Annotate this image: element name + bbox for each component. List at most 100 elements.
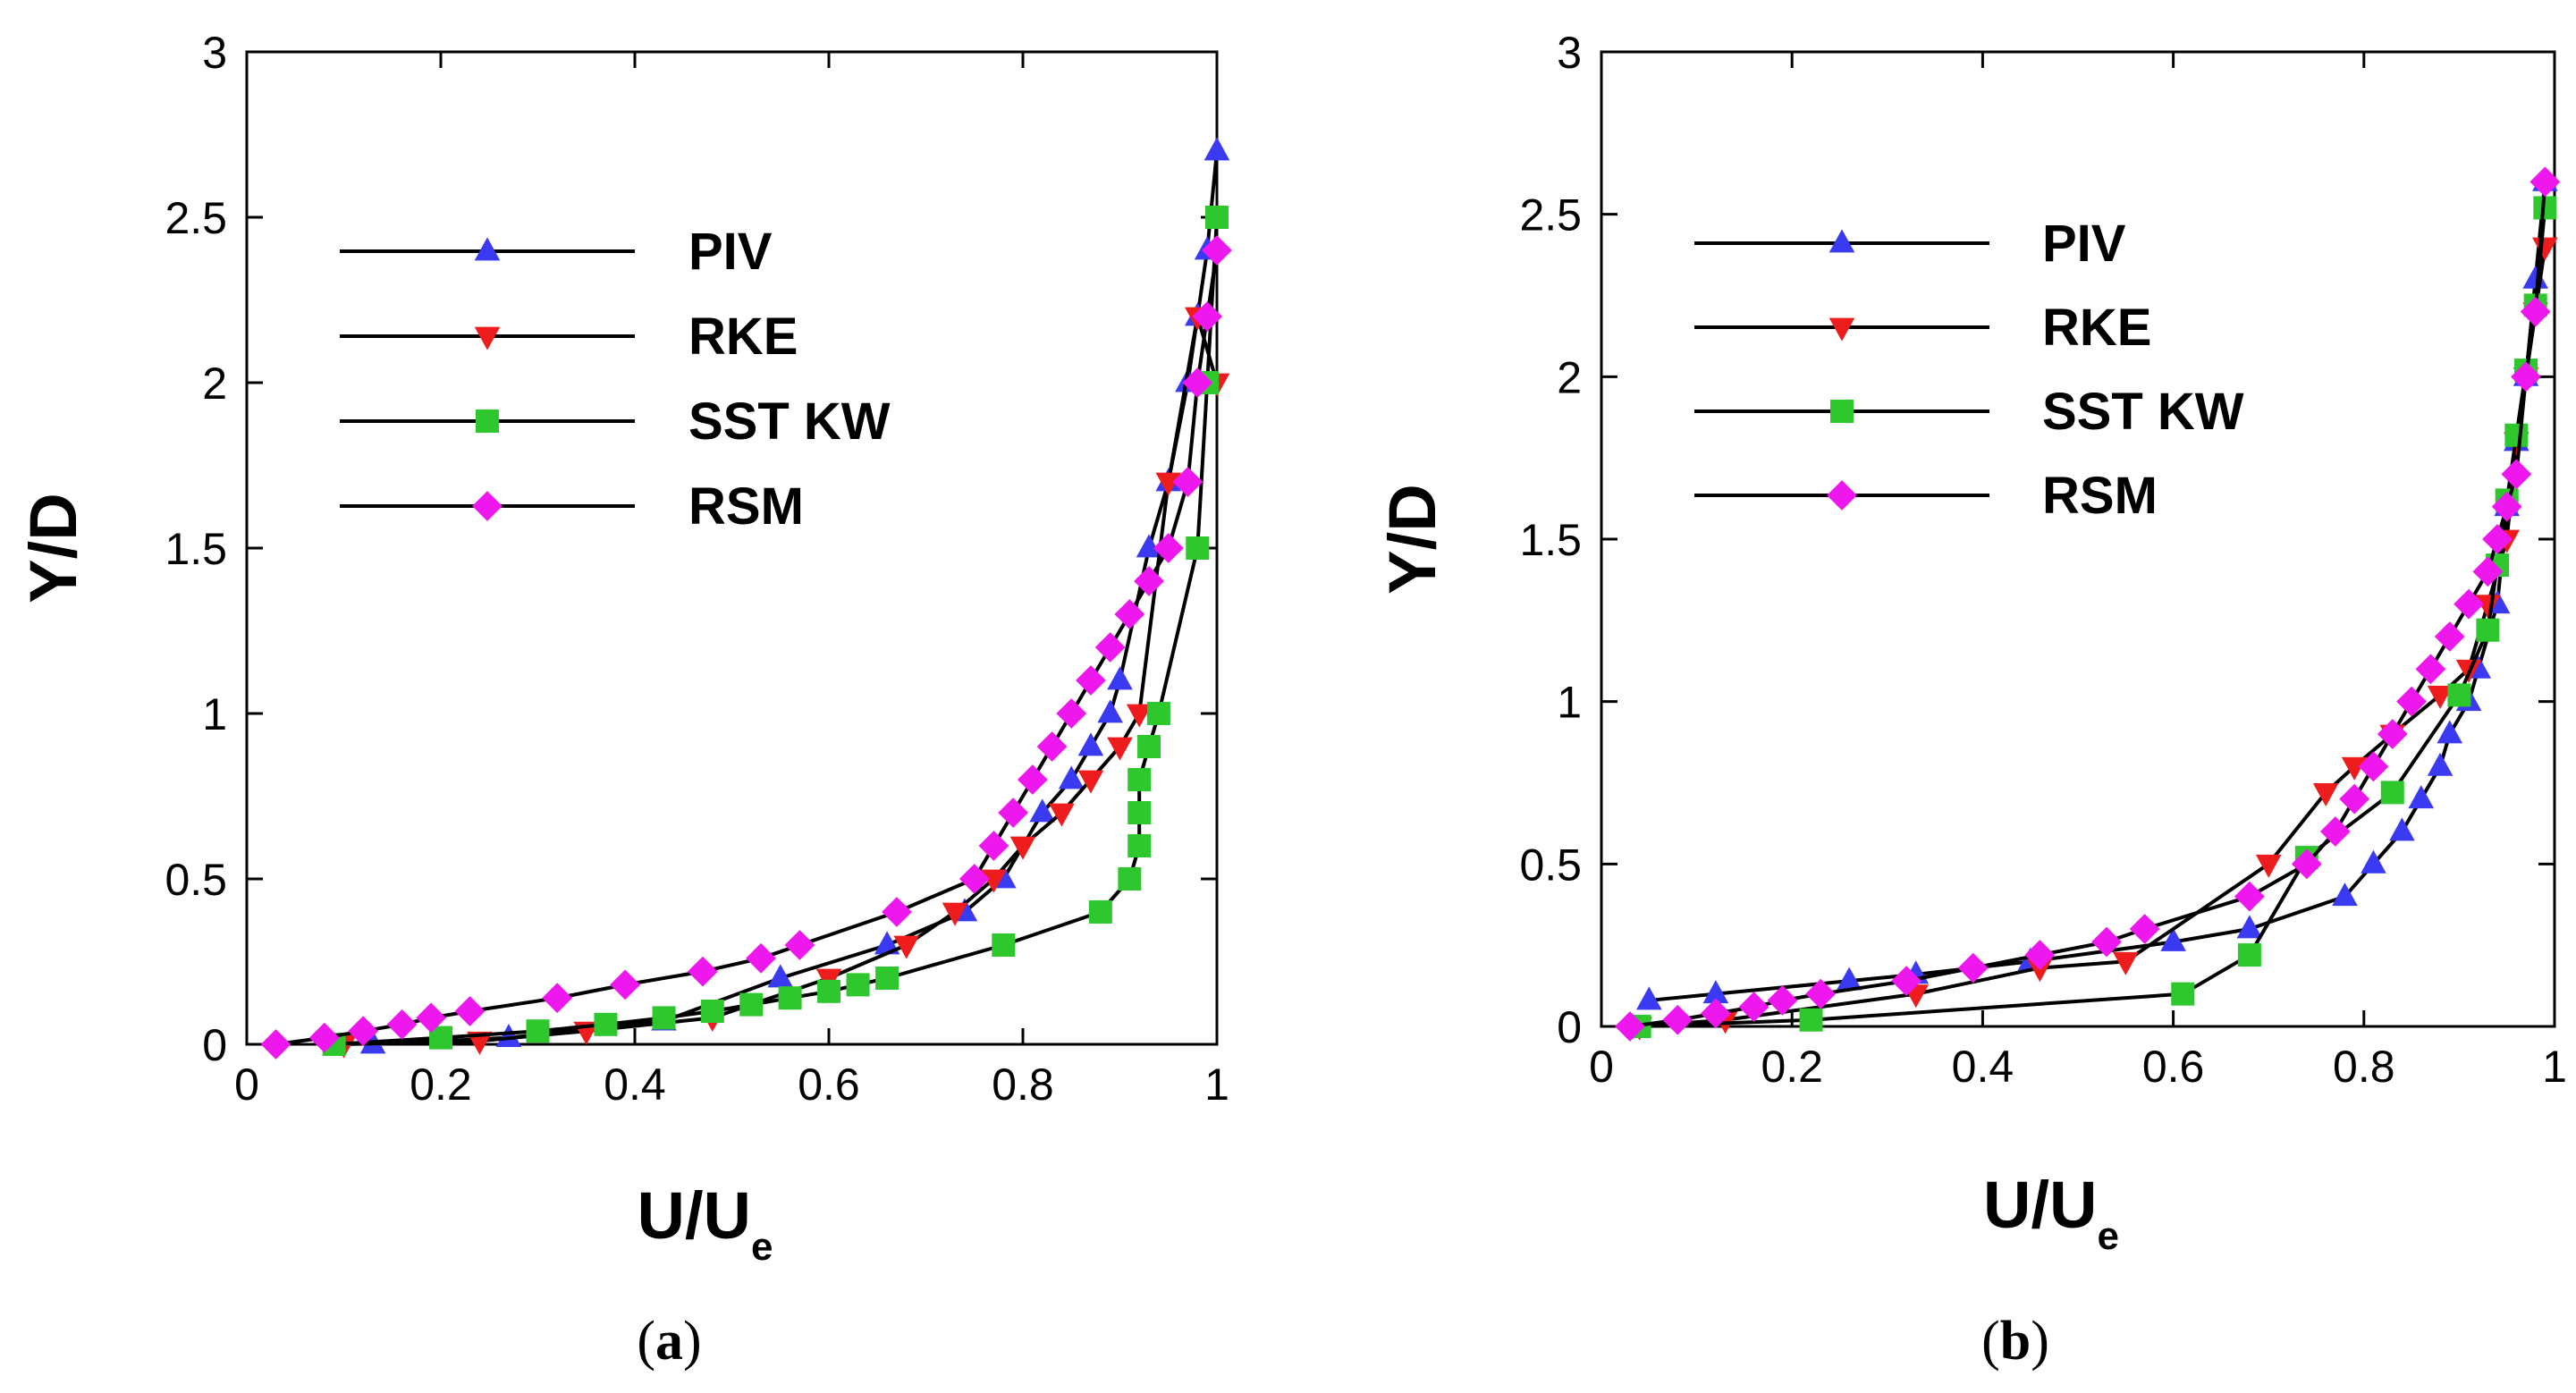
data-point: [1192, 301, 1223, 332]
x-tick-label: 0.2: [410, 1060, 472, 1110]
data-point: [2319, 816, 2351, 847]
series-line: [334, 216, 1219, 1046]
data-point: [348, 1016, 379, 1047]
data-point: [2427, 686, 2454, 709]
x-tick-label: 0.8: [992, 1060, 1054, 1110]
data-point: [2236, 915, 2263, 939]
data-point: [739, 992, 764, 1017]
data-point: [1136, 534, 1162, 558]
data-point: [2415, 654, 2446, 685]
data-point: [2160, 927, 2186, 951]
data-point: [2027, 958, 2053, 983]
legend-item: PIV: [340, 223, 773, 281]
x-axis-title: U/Ue: [638, 1178, 773, 1269]
data-point: [1767, 985, 1798, 1016]
data-point: [2476, 618, 2500, 642]
legend-marker: [1830, 400, 1854, 423]
panel-caption-letter: a: [655, 1311, 683, 1372]
legend-item: PIV: [1694, 215, 2126, 273]
data-point: [2332, 882, 2358, 907]
data-point: [1017, 764, 1048, 795]
data-point: [1049, 803, 1075, 827]
y-axis-title: Y/D: [16, 493, 90, 603]
x-tick-label: 0.2: [1761, 1042, 1823, 1092]
legend-marker: [1829, 229, 1855, 253]
data-point: [875, 967, 899, 990]
data-point: [2482, 524, 2513, 554]
data-point: [1702, 980, 1729, 1004]
data-point: [2437, 720, 2463, 744]
data-point: [1118, 867, 1142, 891]
data-point: [2475, 595, 2501, 619]
data-point: [2341, 756, 2368, 781]
x-axis-title-subscript: e: [2097, 1214, 2118, 1258]
data-point: [386, 1009, 418, 1040]
data-point: [1107, 737, 1133, 761]
legend-item: RKE: [1694, 299, 2151, 357]
data-point: [416, 1002, 447, 1034]
x-axis-title-main: U/U: [1983, 1168, 2097, 1242]
data-point: [1805, 978, 1837, 1009]
legend-label: SST KW: [2042, 383, 2244, 441]
series-rsm: [1615, 166, 2561, 1042]
data-point: [2520, 296, 2551, 327]
data-point: [1738, 992, 1769, 1023]
data-point: [817, 979, 840, 1003]
data-point: [454, 996, 486, 1026]
x-tick-label: 0: [234, 1060, 259, 1110]
data-point: [1146, 702, 1170, 725]
legend-marker: [474, 237, 501, 261]
y-tick-label: 1: [1557, 678, 1582, 728]
legend-item: RSM: [1694, 467, 2158, 525]
data-point: [1701, 998, 1731, 1029]
data-point: [2511, 361, 2541, 393]
data-point: [526, 1019, 550, 1043]
data-point: [1107, 666, 1133, 690]
data-point: [1128, 768, 1152, 791]
data-point: [2491, 491, 2522, 522]
x-tick-label: 0.6: [2142, 1042, 2205, 1092]
series-rke: [331, 307, 1230, 1059]
data-point: [1058, 765, 1085, 789]
data-point: [2129, 914, 2160, 944]
data-point: [942, 902, 968, 926]
data-point: [1029, 798, 1055, 823]
y-tick-label: 3: [202, 28, 227, 78]
data-point: [1128, 834, 1152, 857]
data-point: [1128, 801, 1152, 824]
data-point: [2312, 783, 2339, 806]
x-tick-label: 0.4: [1952, 1042, 2014, 1092]
series-rsm: [260, 235, 1232, 1060]
data-point: [700, 1000, 724, 1023]
data-point: [959, 864, 990, 894]
data-point: [2380, 781, 2404, 805]
data-point: [2447, 683, 2471, 707]
data-point: [978, 831, 1009, 861]
data-point: [767, 964, 794, 988]
legend-item: SST KW: [1694, 383, 2244, 441]
data-point: [2377, 719, 2408, 749]
data-point: [1182, 367, 1213, 398]
x-tick-label: 1: [1204, 1060, 1229, 1110]
legend-item: RKE: [340, 308, 798, 366]
data-point: [2024, 940, 2056, 970]
data-point: [2358, 751, 2389, 782]
data-point: [2530, 166, 2561, 198]
panel-caption: (a): [637, 1311, 701, 1372]
data-point: [1076, 665, 1106, 696]
y-tick-label: 1.5: [165, 524, 227, 574]
data-point: [2434, 621, 2465, 652]
data-point: [1799, 1008, 1823, 1032]
data-point: [1957, 952, 1989, 984]
data-point: [1662, 1004, 1693, 1035]
legend-label: RKE: [688, 308, 798, 366]
x-tick-label: 1: [2542, 1042, 2567, 1092]
data-point: [2339, 783, 2370, 815]
data-point: [260, 1029, 291, 1060]
y-tick-label: 0.5: [1519, 840, 1582, 890]
data-point: [1186, 536, 1210, 560]
data-point: [2291, 848, 2322, 880]
legend-label: PIV: [688, 223, 773, 281]
